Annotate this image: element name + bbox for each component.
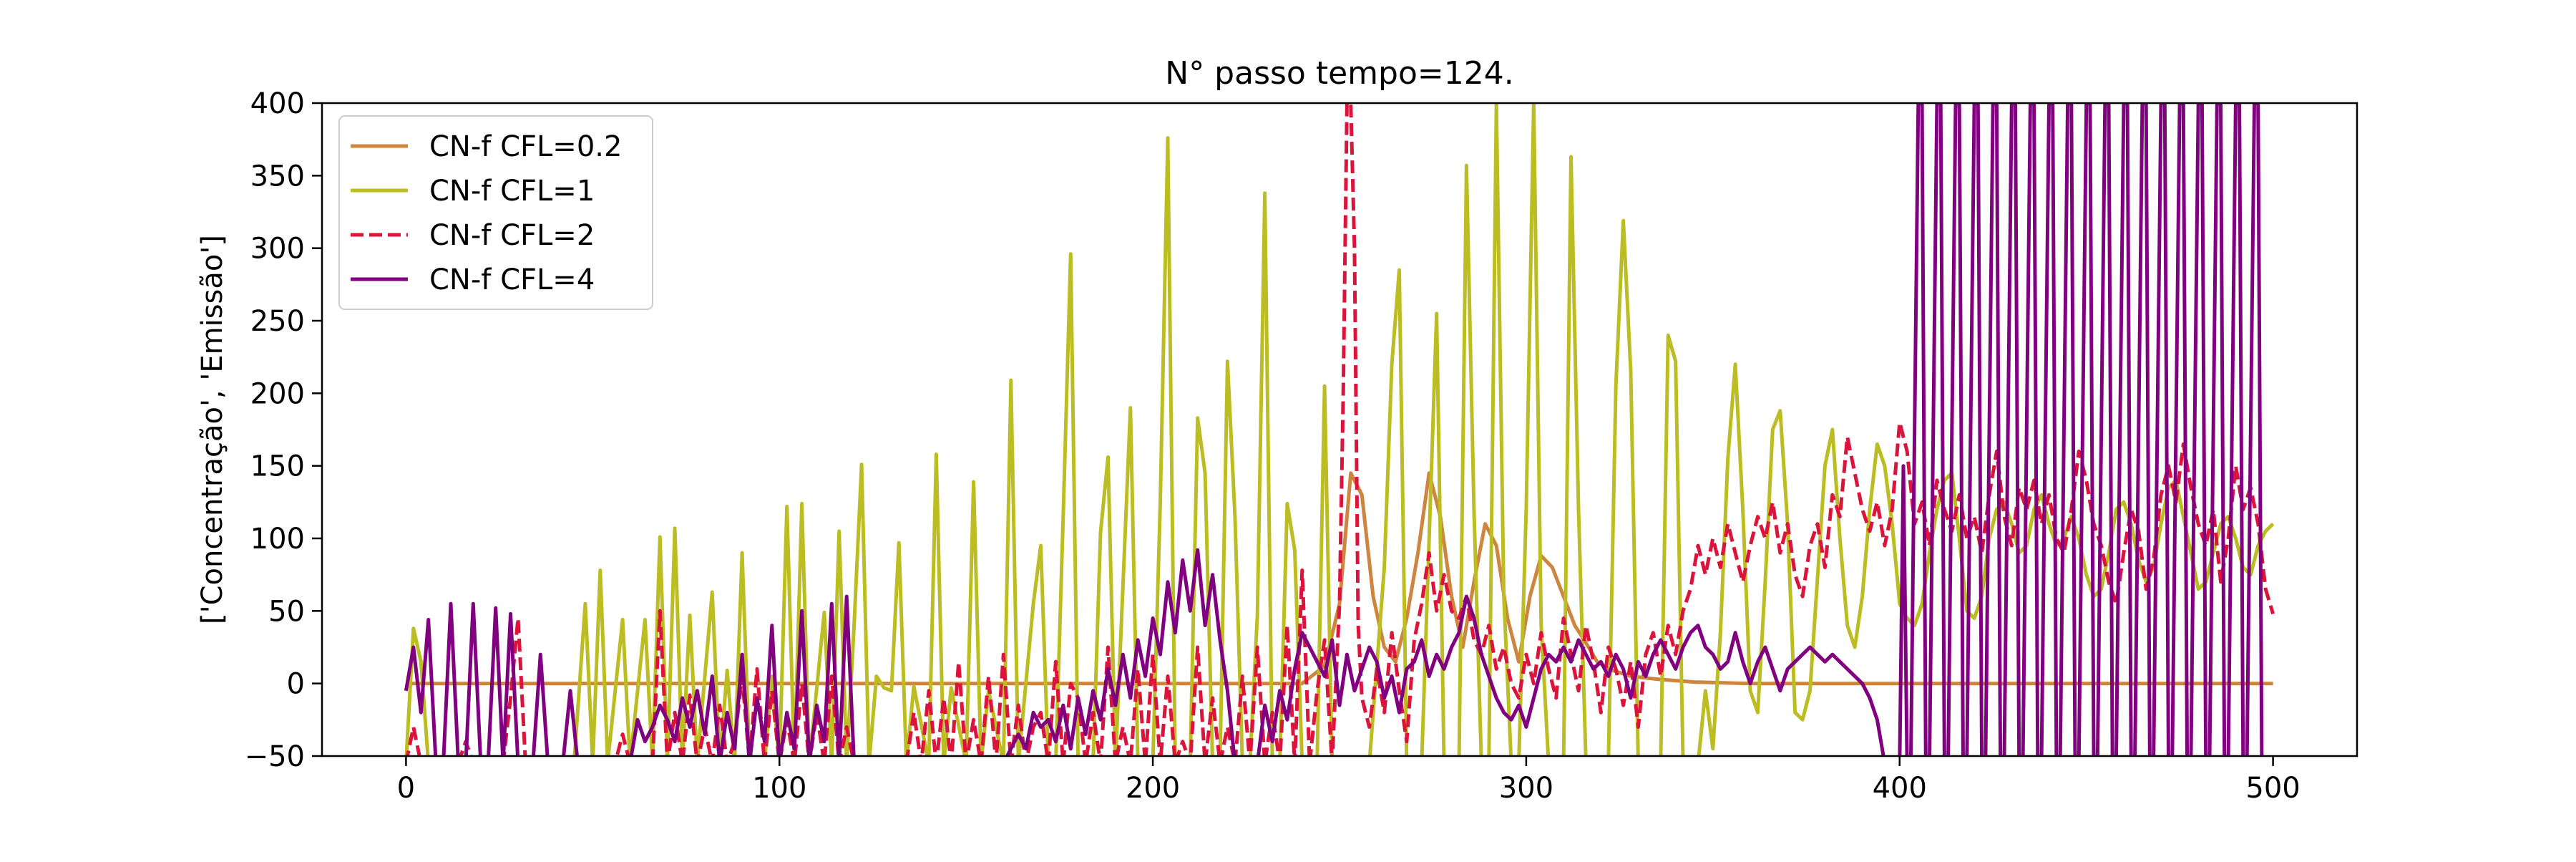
x-tick-label: 300: [1499, 772, 1553, 805]
y-axis-label: ['Concentração', 'Emissão']: [196, 235, 229, 624]
legend: CN-f CFL=0.2 CN-f CFL=1 CN-f CFL=2 CN-f CFL…: [338, 115, 653, 310]
y-tick-label: 0: [287, 668, 305, 701]
y-tick-label: 300: [250, 233, 305, 266]
legend-label: CN-f CFL=0.2: [429, 130, 622, 163]
series-lines: [404, 103, 2275, 756]
legend-box: [338, 115, 653, 310]
series-line-3: [405, 103, 2275, 756]
x-tick-label: 100: [752, 772, 806, 805]
y-tick-label: 350: [250, 160, 305, 193]
axis-ticks: 0 100 200 300 400 500 −50 0 50 100 150 200 250 300 350…: [245, 87, 2301, 805]
plot-frame: [321, 102, 2358, 757]
y-tick-label: 200: [250, 377, 305, 410]
x-tick-label: 0: [397, 772, 415, 805]
y-tick-label: 150: [250, 450, 305, 483]
y-tick-label: −50: [245, 740, 305, 773]
series-line-4: [404, 103, 2264, 756]
x-tick-label: 200: [1126, 772, 1180, 805]
y-tick-label: 400: [250, 87, 305, 120]
chart-title: N° passo tempo=124.: [1165, 55, 1513, 92]
x-tick-label: 500: [2245, 772, 2300, 805]
legend-label: CN-f CFL=2: [429, 219, 595, 252]
x-tick-label: 400: [1873, 772, 1927, 805]
y-tick-label: 50: [268, 595, 305, 628]
legend-label: CN-f CFL=1: [429, 175, 595, 208]
legend-label: CN-f CFL=4: [429, 263, 595, 296]
y-tick-label: 250: [250, 305, 305, 338]
y-tick-label: 100: [250, 523, 305, 556]
